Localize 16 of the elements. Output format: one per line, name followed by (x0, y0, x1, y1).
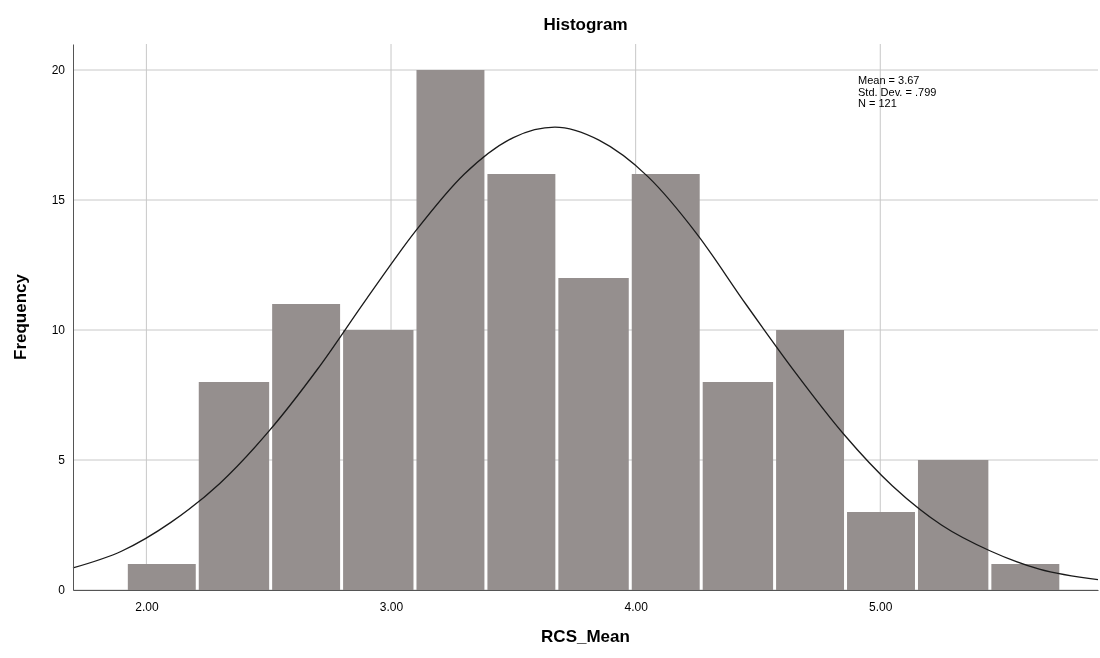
y-tick-label: 0 (58, 583, 66, 598)
line-series (72, 126, 1099, 581)
y-tick-label: 20 (51, 63, 66, 78)
y-axis-title: Frequency (11, 273, 30, 360)
y-tick-label: 15 (51, 193, 66, 208)
annotation: Mean = 3.67 (858, 74, 920, 86)
x-tick-label: 3.00 (379, 599, 404, 614)
chart-title: Histogram (543, 15, 628, 34)
y-tick-label: 5 (58, 453, 66, 468)
annotation: Std. Dev. = .799 (858, 85, 937, 98)
y-tick-label: 10 (51, 323, 66, 338)
x-tick-label: 5.00 (869, 599, 893, 614)
x-tick-label: 2.00 (135, 599, 159, 614)
x-axis-title: RCS_Mean (541, 627, 630, 646)
annotation: N = 121 (858, 97, 897, 109)
x-tick-label: 4.00 (624, 599, 649, 614)
